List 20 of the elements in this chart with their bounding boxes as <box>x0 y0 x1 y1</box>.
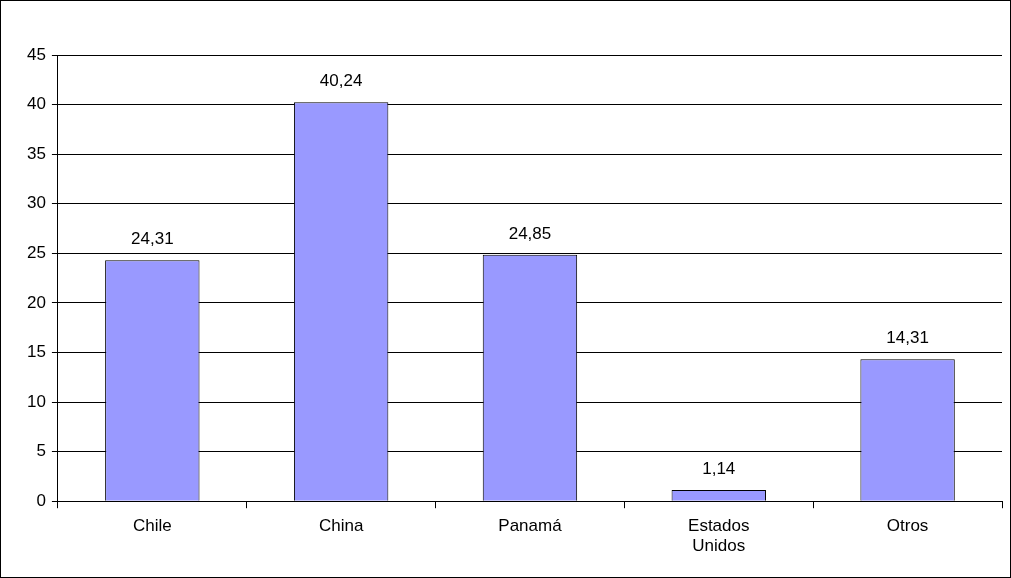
y-tick-label: 40 <box>26 94 46 114</box>
y-tick-label: 20 <box>26 292 46 312</box>
x-tick-label: Estados Unidos <box>688 516 750 556</box>
x-tick-label: Otros <box>886 516 929 536</box>
y-tick-label: 25 <box>26 243 46 262</box>
data-label: 24,31 <box>131 229 174 249</box>
y-tick-label: 10 <box>26 391 46 411</box>
y-tick-label: 45 <box>26 44 46 64</box>
data-label: 14,31 <box>886 328 929 348</box>
x-tick-label: Chile <box>132 516 172 536</box>
y-tick-label: 35 <box>26 143 46 163</box>
y-tick-label: 0 <box>36 490 46 510</box>
data-label: 24,85 <box>508 223 552 243</box>
x-tick-label: Panamá <box>498 516 563 536</box>
y-tick-label: 30 <box>26 193 46 213</box>
data-label: 40,24 <box>319 71 363 91</box>
x-tick-label: China <box>318 516 364 536</box>
y-tick-label: 15 <box>26 342 46 362</box>
data-label: 1,14 <box>702 459 736 479</box>
y-tick-label: 5 <box>36 441 46 461</box>
